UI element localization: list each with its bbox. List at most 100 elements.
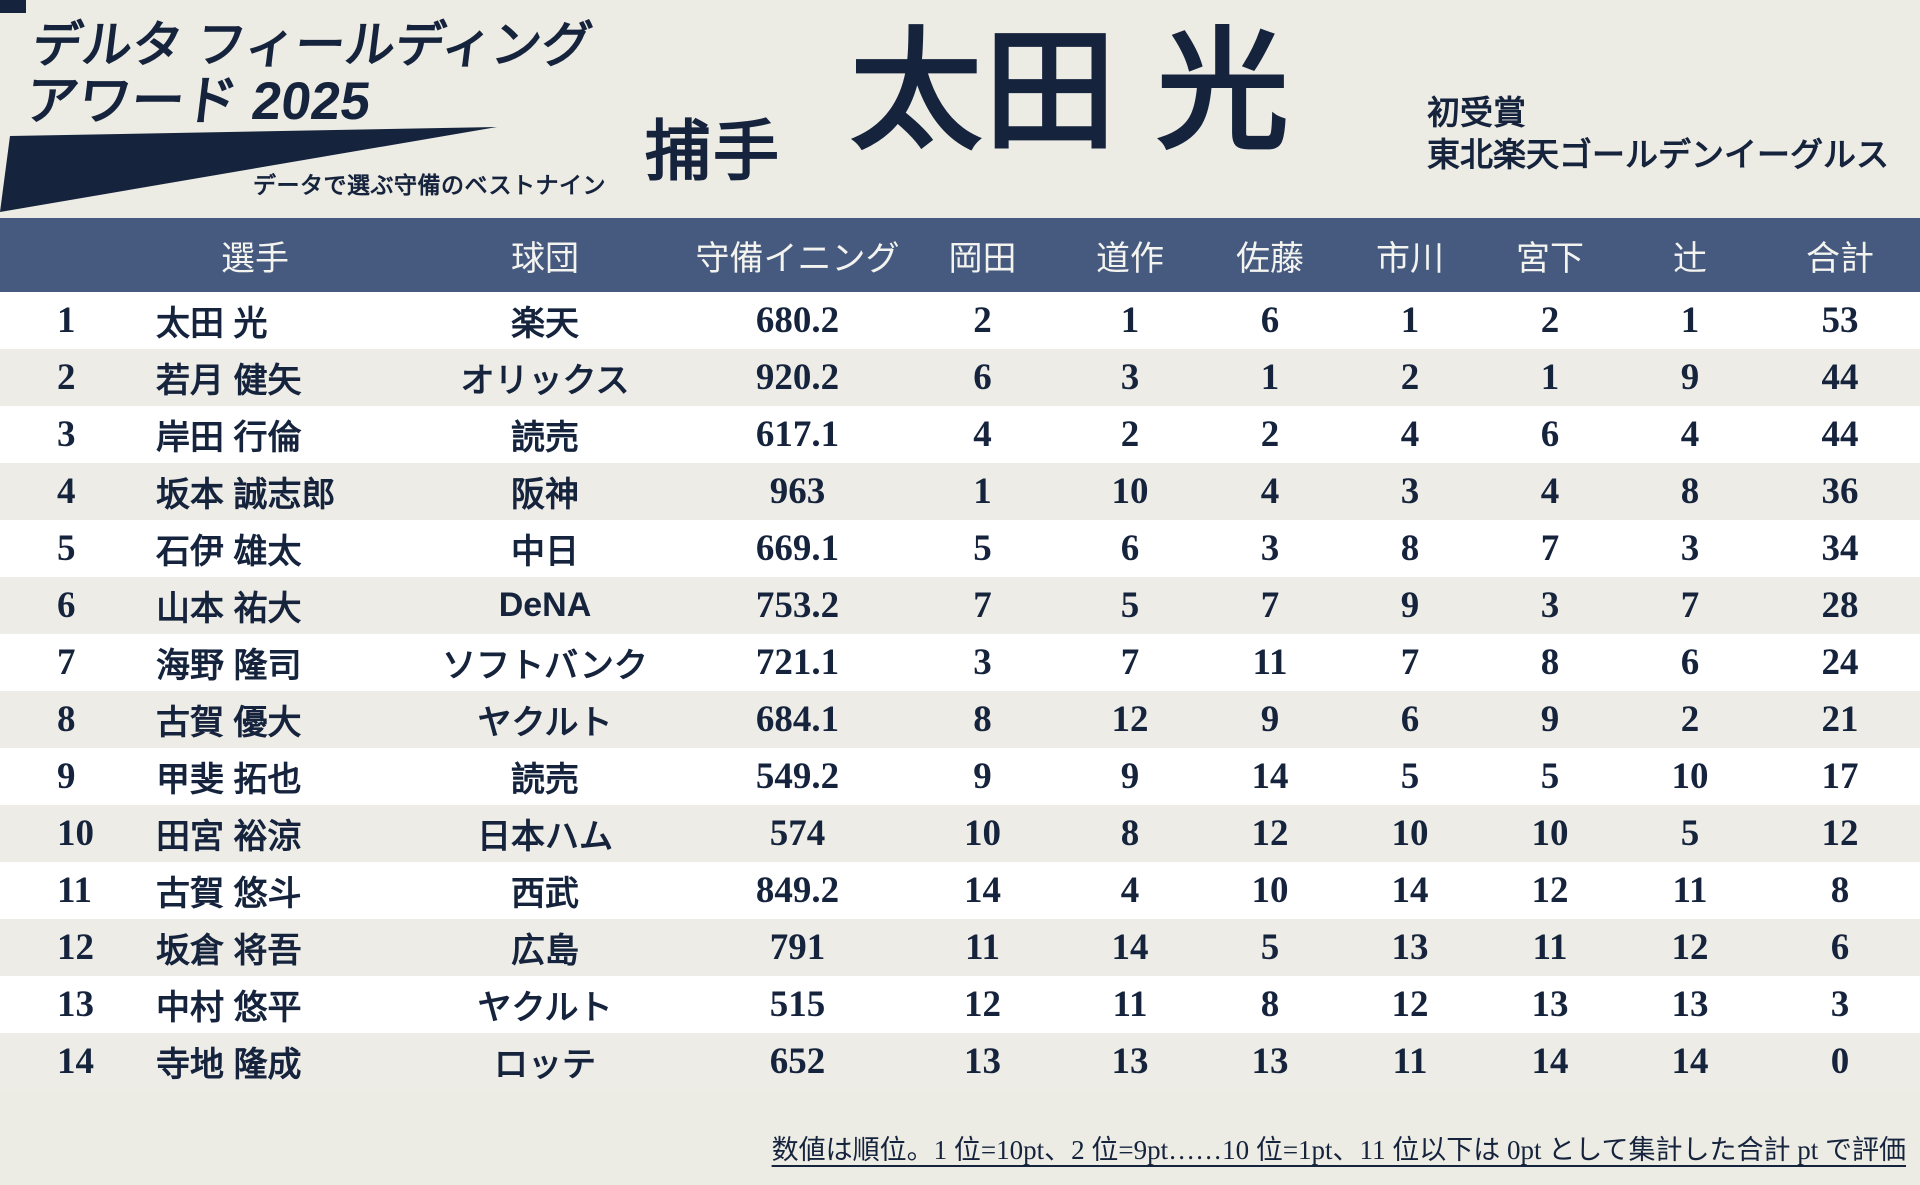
vote-cell-ichikawa: 14 xyxy=(1391,870,1429,911)
vote-cell-tsuji: 11 xyxy=(1672,870,1708,911)
vote-cell-ichikawa: 1 xyxy=(1400,300,1420,341)
table-row: 13 中村 悠平 ヤクルト 515 12 11 8 12 13 13 3 xyxy=(0,976,1920,1033)
total-cell: 3 xyxy=(1830,984,1850,1025)
vote-cell-okada: 2 xyxy=(973,300,992,341)
vote-cell-dosaku: 3 xyxy=(1120,357,1140,398)
player-cell: 古賀 悠斗 xyxy=(156,875,302,913)
winner-team: 東北楽天ゴールデンイーグルス xyxy=(1427,136,1889,173)
rank-cell: 11 xyxy=(57,870,92,911)
innings-cell: 549.2 xyxy=(755,756,840,797)
ranking-table: 選手 球団 守備イニング 岡田 道作 佐藤 市川 宮下辻合計 1 太田 光楽天 680.2 2 1 6 1… xyxy=(0,218,1920,1090)
total-cell: 17 xyxy=(1821,756,1859,797)
vote-cell-miyashita: 3 xyxy=(1540,585,1560,626)
team-cell: 楽天 xyxy=(511,305,579,343)
player-cell: 山本 祐大 xyxy=(156,590,302,628)
player-cell: 石伊 雄太 xyxy=(156,533,302,571)
table-row: 9 甲斐 拓也 読売 549.2 9 9 14 5 5 10 17 xyxy=(0,748,1920,805)
team-cell: ソフトバンク xyxy=(442,647,648,685)
player-cell: 若月 健矢 xyxy=(156,362,302,400)
vote-cell-miyashita: 12 xyxy=(1531,870,1569,911)
innings-cell: 791 xyxy=(769,927,826,968)
innings-cell: 753.2 xyxy=(755,585,840,626)
rank-cell: 5 xyxy=(57,528,76,569)
innings-cell: 680.2 xyxy=(755,300,840,341)
award-title-line2: アワード 2025 xyxy=(21,72,374,131)
total-cell: 0 xyxy=(1830,1041,1850,1082)
vote-cell-dosaku: 2 xyxy=(1120,414,1140,455)
total-cell: 6 xyxy=(1830,927,1850,968)
vote-cell-miyashita: 5 xyxy=(1540,756,1560,797)
total-cell: 44 xyxy=(1821,357,1859,398)
player-cell: 中村 悠平 xyxy=(156,989,302,1027)
award-title-line1: デルタ フィールディング xyxy=(28,17,596,73)
innings-cell: 684.1 xyxy=(755,699,840,740)
total-cell: 34 xyxy=(1821,528,1859,569)
team-cell: ロッテ xyxy=(494,1046,596,1084)
innings-cell: 721.1 xyxy=(755,642,840,683)
vote-cell-tsuji: 9 xyxy=(1680,357,1700,398)
table-row: 4 坂本 誠志郎 阪神 963 1 10 4 3 4 8 36 xyxy=(0,463,1920,520)
column-header: 岡田 xyxy=(948,239,1017,278)
vote-cell-tsuji: 13 xyxy=(1671,984,1709,1025)
player-cell: 海野 隆司 xyxy=(156,647,302,685)
column-header: 合計 xyxy=(1806,239,1874,278)
vote-cell-miyashita: 14 xyxy=(1531,1041,1569,1082)
table-row: 8 古賀 優大 ヤクルト 684.1 8 12 9 6 9 2 21 xyxy=(0,691,1920,748)
swoosh-underline-graphic xyxy=(0,127,497,212)
vote-cell-dosaku: 9 xyxy=(1120,756,1140,797)
team-cell: 日本ハム xyxy=(477,818,613,856)
vote-cell-dosaku: 5 xyxy=(1120,585,1140,626)
vote-cell-sato: 2 xyxy=(1260,414,1280,455)
player-cell: 古賀 優大 xyxy=(156,704,302,742)
vote-cell-okada: 12 xyxy=(964,984,1001,1025)
rank-cell: 12 xyxy=(57,927,94,968)
vote-cell-okada: 11 xyxy=(965,927,1000,968)
vote-cell-okada: 3 xyxy=(973,642,992,683)
table-row: 7 海野 隆司 ソフトバンク 721.1 3 7 11 7 8 6 24 xyxy=(0,634,1920,691)
vote-cell-dosaku: 1 xyxy=(1120,300,1140,341)
corner-mark xyxy=(0,0,26,13)
player-cell: 坂倉 将吾 xyxy=(156,932,302,970)
vote-cell-sato: 6 xyxy=(1260,300,1280,341)
vote-cell-miyashita: 8 xyxy=(1540,642,1560,683)
innings-cell: 617.1 xyxy=(755,414,840,455)
vote-cell-tsuji: 5 xyxy=(1680,813,1700,854)
vote-cell-tsuji: 12 xyxy=(1671,927,1709,968)
award-status: 初受賞 xyxy=(1427,94,1526,131)
innings-cell: 515 xyxy=(769,984,826,1025)
vote-cell-ichikawa: 4 xyxy=(1400,414,1420,455)
innings-cell: 669.1 xyxy=(755,528,840,569)
table-row: 2 若月 健矢 オリックス 920.2 6 3 1 2 1 9 44 xyxy=(0,349,1920,406)
team-cell: オリックス xyxy=(460,362,630,400)
vote-cell-dosaku: 8 xyxy=(1120,813,1140,854)
team-cell: 西武 xyxy=(511,875,579,913)
rank-cell: 9 xyxy=(57,756,76,797)
vote-cell-tsuji: 3 xyxy=(1680,528,1700,569)
table-row: 3 岸田 行倫 読売 617.1 4 2 2 4 6 4 44 xyxy=(0,406,1920,463)
award-logo: デルタ フィールディング アワード 2025 xyxy=(21,16,596,131)
vote-cell-okada: 10 xyxy=(964,813,1001,854)
player-cell: 太田 光 xyxy=(156,305,268,343)
vote-cell-okada: 8 xyxy=(973,699,992,740)
scoring-note: 数値は順位。1 位=10pt、2 位=9pt……10 位=1pt、11 位以下は… xyxy=(771,1135,1906,1165)
team-cell: ヤクルト xyxy=(477,989,613,1027)
award-tagline: データで選ぶ守備のベストナイン xyxy=(253,172,606,198)
vote-cell-sato: 5 xyxy=(1260,927,1280,968)
column-header: 辻 xyxy=(1673,239,1707,278)
rank-cell: 1 xyxy=(57,300,76,341)
vote-cell-okada: 14 xyxy=(964,870,1001,911)
table-row: 11 古賀 悠斗 西武 849.2 14 4 10 14 12 11 8 xyxy=(0,862,1920,919)
column-header: 宮下 xyxy=(1516,239,1584,278)
vote-cell-sato: 10 xyxy=(1251,870,1289,911)
vote-cell-okada: 6 xyxy=(973,357,992,398)
total-cell: 53 xyxy=(1821,300,1859,341)
vote-cell-tsuji: 6 xyxy=(1680,642,1700,683)
innings-cell: 574 xyxy=(769,813,826,854)
vote-cell-tsuji: 2 xyxy=(1680,699,1700,740)
vote-cell-miyashita: 9 xyxy=(1540,699,1560,740)
vote-cell-tsuji: 1 xyxy=(1680,300,1700,341)
column-header: 守備イニング xyxy=(695,239,900,278)
vote-cell-ichikawa: 7 xyxy=(1400,642,1420,683)
innings-cell: 920.2 xyxy=(755,357,840,398)
